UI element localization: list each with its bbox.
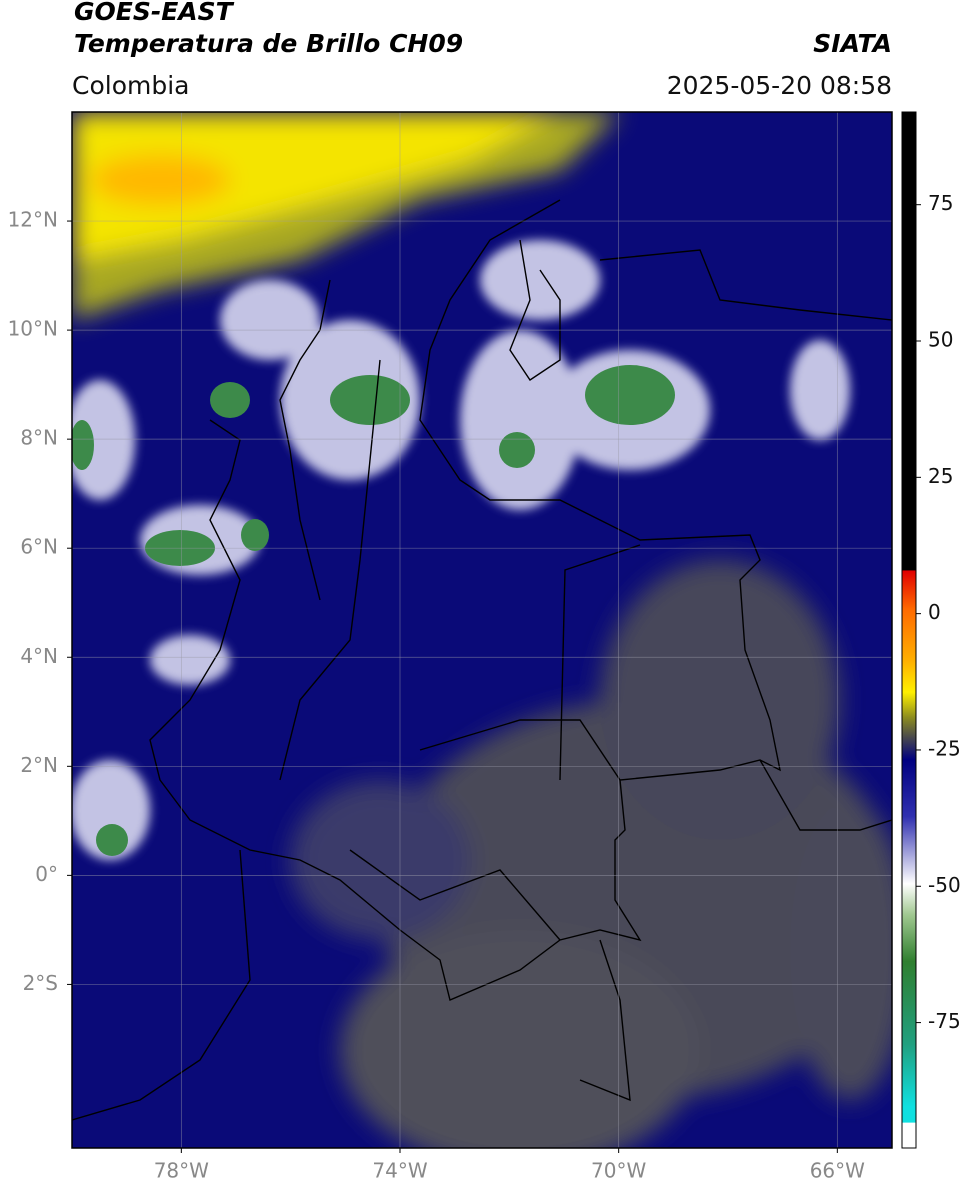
colorbar-tick-label: -50 — [928, 873, 961, 897]
datetime: 2025-05-20 08:58 — [667, 71, 892, 100]
y-tick-label: 10°N — [8, 317, 58, 341]
y-tick-label: 4°N — [20, 644, 58, 668]
colorbar-tick-label: 75 — [928, 191, 953, 215]
product-title: Temperatura de Brillo CH09 — [74, 29, 463, 58]
colorbar-tick-label: 50 — [928, 328, 953, 352]
y-tick-label: 0° — [35, 862, 58, 886]
source: SIATA — [813, 29, 892, 58]
colorbar-tick-label: 0 — [928, 600, 941, 624]
colorbar-tick-label: 25 — [928, 464, 953, 488]
region: Colombia — [72, 71, 189, 100]
satellite-title: GOES-EAST — [74, 0, 235, 26]
x-tick-label: 78°W — [154, 1159, 209, 1183]
colorbar-tick-label: -25 — [928, 736, 961, 760]
x-tick-label: 70°W — [591, 1159, 646, 1183]
x-tick-label: 66°W — [810, 1159, 865, 1183]
colorbar-tick-label: -75 — [928, 1009, 961, 1033]
cold-cloud-tops — [72, 365, 675, 856]
map-frame — [71, 111, 893, 1149]
x-tick-label: 74°W — [372, 1159, 427, 1183]
y-tick-label: 8°N — [20, 426, 58, 450]
satellite-image — [72, 112, 892, 1148]
y-tick-label: 2°N — [20, 753, 58, 777]
y-tick-label: 2°S — [23, 971, 58, 995]
y-tick-label: 6°N — [20, 535, 58, 559]
colorbar — [901, 111, 917, 1149]
y-tick-label: 12°N — [8, 208, 58, 232]
